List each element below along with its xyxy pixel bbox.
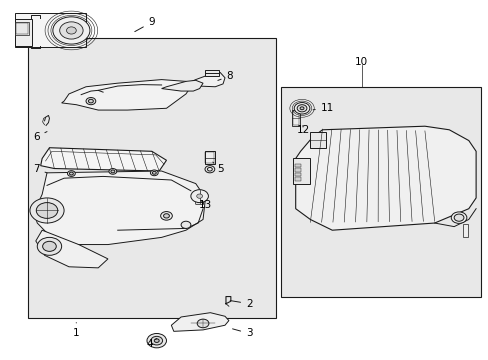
Polygon shape [161, 80, 203, 91]
Polygon shape [171, 313, 228, 331]
Bar [294, 168, 300, 172]
Text: 11: 11 [312, 103, 333, 113]
Text: 10: 10 [354, 57, 367, 67]
Text: 2: 2 [230, 299, 252, 309]
Circle shape [36, 203, 58, 219]
Bar [291, 110, 300, 126]
Circle shape [300, 107, 304, 110]
Bar [204, 151, 215, 164]
Circle shape [69, 172, 73, 175]
Text: 9: 9 [135, 17, 155, 32]
Bar [15, 22, 29, 35]
Circle shape [163, 214, 169, 218]
Bar [310, 132, 326, 148]
Circle shape [147, 333, 166, 348]
Text: 5: 5 [212, 162, 223, 174]
Polygon shape [41, 148, 166, 171]
Text: 4: 4 [146, 338, 157, 349]
Text: 12: 12 [296, 125, 309, 135]
Polygon shape [295, 126, 475, 230]
Bar [281, 87, 480, 297]
Circle shape [160, 212, 172, 220]
Bar [462, 224, 467, 237]
Circle shape [204, 166, 214, 173]
Circle shape [154, 339, 159, 342]
Circle shape [196, 194, 202, 198]
Circle shape [197, 319, 208, 328]
Bar [294, 177, 300, 181]
Bar [16, 23, 28, 34]
Bar [205, 152, 214, 163]
Circle shape [111, 170, 115, 173]
Text: 3: 3 [232, 328, 252, 338]
Circle shape [88, 99, 93, 103]
Bar [294, 163, 300, 167]
Circle shape [109, 168, 117, 174]
Bar [205, 69, 219, 76]
Circle shape [86, 98, 96, 105]
Bar [293, 158, 310, 184]
Circle shape [53, 17, 90, 44]
Text: 8: 8 [217, 71, 233, 81]
Circle shape [297, 105, 306, 112]
Circle shape [66, 27, 76, 34]
Circle shape [450, 212, 466, 224]
Circle shape [30, 198, 64, 223]
Circle shape [181, 221, 190, 228]
Circle shape [67, 171, 75, 176]
Polygon shape [34, 171, 205, 244]
Text: 7: 7 [33, 164, 47, 174]
Circle shape [42, 241, 56, 251]
Circle shape [60, 22, 83, 39]
Polygon shape [191, 72, 224, 87]
Polygon shape [194, 196, 204, 204]
Bar [294, 173, 300, 176]
Circle shape [453, 214, 463, 221]
Bar [15, 13, 86, 47]
Circle shape [152, 171, 156, 174]
Circle shape [190, 190, 208, 203]
Text: 13: 13 [199, 200, 212, 210]
Bar [27, 39, 276, 318]
Polygon shape [61, 80, 190, 110]
Circle shape [150, 170, 158, 176]
Bar [15, 19, 32, 45]
Circle shape [37, 237, 61, 255]
Circle shape [151, 336, 162, 345]
Text: 6: 6 [33, 132, 47, 142]
Text: 1: 1 [73, 323, 80, 338]
Circle shape [294, 103, 309, 114]
Bar [292, 111, 299, 126]
Polygon shape [36, 230, 108, 268]
